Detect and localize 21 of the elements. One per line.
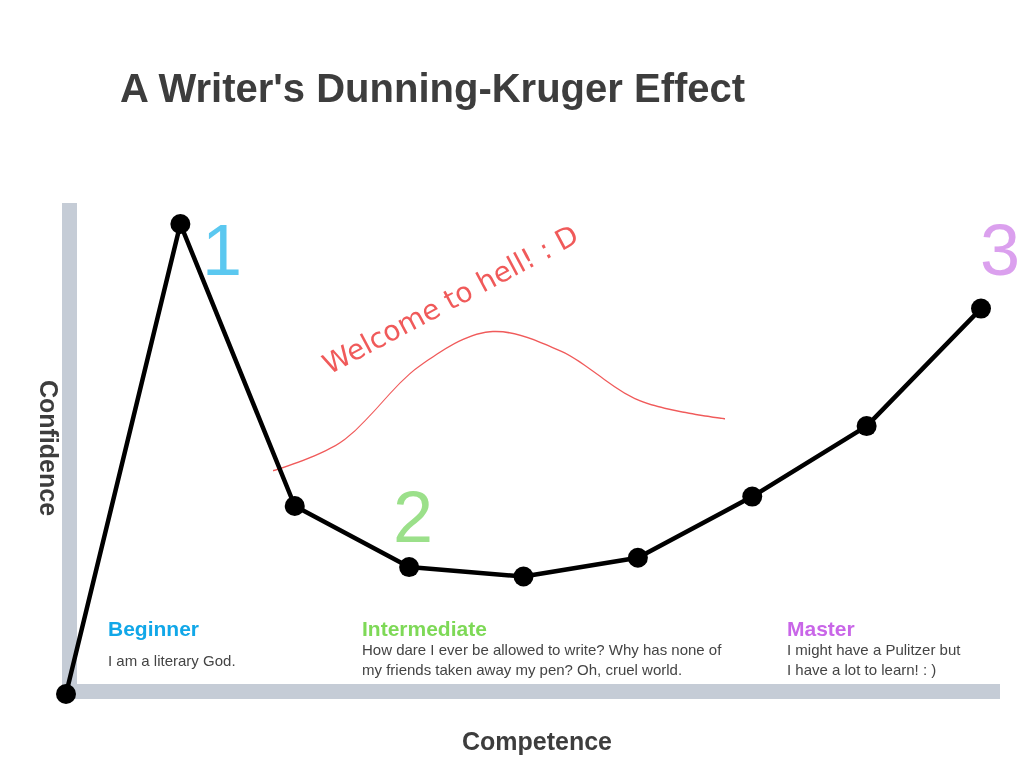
annotation: How dare I ever be allowed to write? Why has none of my friends taken away my pen? Oh, cruel world. bbox=[362, 641, 723, 679]
point bbox=[627, 547, 648, 568]
y-axis-title: Confidence bbox=[35, 379, 63, 517]
x-axis-title: Competence bbox=[461, 727, 613, 755]
annotation: I am a literary God. bbox=[108, 652, 236, 669]
point bbox=[56, 684, 76, 704]
annotation: 2 bbox=[392, 477, 434, 557]
point bbox=[170, 214, 191, 234]
annotation: Master bbox=[787, 617, 855, 640]
point bbox=[856, 416, 877, 437]
point bbox=[513, 566, 534, 587]
point bbox=[284, 496, 305, 516]
annotation: I might have a Pulitzer but I have a lot to learn! : ) bbox=[787, 641, 962, 679]
annotation: Intermediate bbox=[362, 617, 487, 640]
annotation: 3 bbox=[979, 210, 1021, 290]
chart-title: A Writer's Dunning-Kruger Effect bbox=[120, 66, 746, 110]
annotation: 1 bbox=[201, 210, 243, 290]
point bbox=[399, 557, 420, 578]
annotation: Beginner bbox=[108, 617, 200, 640]
point bbox=[742, 486, 763, 507]
point bbox=[971, 298, 991, 319]
